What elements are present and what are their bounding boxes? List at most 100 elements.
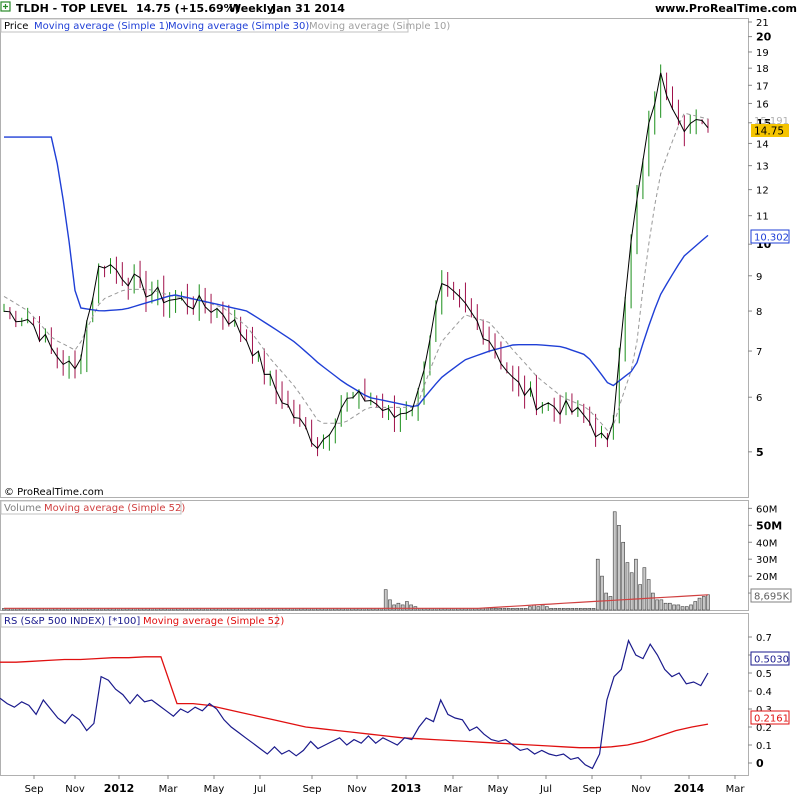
rs-legend: RS (S&P 500 INDEX) [*100] Moving average… — [0, 613, 284, 628]
price-tick-label: 17 — [756, 81, 769, 92]
volume-tick-label: 50M — [756, 519, 782, 532]
volume-bar — [549, 608, 553, 611]
x-tick-label: 2014 — [674, 782, 705, 795]
x-tick-label: Sep — [303, 784, 322, 795]
rs-tick-label: 0.4 — [756, 687, 772, 698]
volume-bar — [528, 606, 532, 611]
volume-bars — [2, 511, 710, 611]
volume-bar — [668, 602, 672, 611]
price-badge: 14.75 — [751, 124, 789, 138]
x-tick-label: Mar — [159, 784, 179, 795]
price-tick-label: 8 — [756, 307, 762, 318]
ma10-badge: 15.191 — [754, 116, 789, 127]
volume-bar — [608, 596, 613, 611]
price-tick-label: 9 — [756, 272, 762, 283]
volume-bar — [515, 608, 519, 611]
volume-tick-label: 40M — [756, 538, 777, 549]
x-tick-label: May — [204, 784, 225, 795]
volume-bar — [638, 584, 642, 611]
volume-bar — [545, 606, 549, 611]
volume-bar — [383, 589, 388, 611]
volume-bar — [540, 604, 545, 611]
volume-bar — [489, 608, 494, 611]
volume-bar — [621, 541, 625, 611]
ma30-badge-bg — [750, 229, 790, 244]
volume-bar — [617, 525, 621, 611]
volume-tick-label: 60M — [756, 504, 777, 515]
price-tick-label: 7 — [756, 347, 762, 358]
legend-ma30: Moving average (Simple 30) — [168, 21, 309, 32]
rs-tick-label: 0.5 — [756, 669, 772, 680]
x-tick-label: Sep — [25, 784, 44, 795]
volume-bar — [634, 558, 638, 611]
volume-bar — [684, 606, 689, 611]
volume-bar — [625, 562, 630, 611]
copyright: © ProRealTime.com — [4, 487, 104, 498]
volume-bar — [578, 608, 583, 611]
rs-tick-label: 0.7 — [756, 633, 772, 644]
volume-bar — [409, 604, 413, 611]
x-tick-label: May — [488, 784, 509, 795]
volume-bar — [612, 511, 617, 611]
rs-badge-value: 0.5030 — [754, 655, 789, 666]
ma30-badge: 10.302 — [750, 229, 790, 244]
volume-panel-frame — [0, 500, 749, 611]
rs-ma-badge-bg — [750, 710, 790, 725]
price-tick-label: 21 — [756, 18, 769, 29]
volume-bar — [502, 608, 507, 611]
ma30-badge-value: 10.302 — [754, 233, 789, 244]
x-tick-label: Nov — [631, 784, 651, 795]
volume-bar — [570, 608, 575, 611]
volume-bar — [511, 608, 515, 611]
x-tick-label: Mar — [726, 784, 746, 795]
legend-rs-ma: Moving average (Simple 52) — [143, 616, 284, 627]
volume-bar — [536, 606, 541, 611]
volume-badge-value: 8,695K — [754, 592, 790, 603]
legend-price: Price — [4, 21, 28, 32]
volume-bar — [659, 599, 664, 611]
rs-ma-badge: 0.2161 — [750, 710, 790, 725]
ma30-line — [4, 136, 709, 408]
legend-volume: Volume — [4, 503, 41, 514]
volume-bar — [680, 606, 685, 611]
volume-ma-line — [4, 594, 709, 609]
volume-bar — [392, 604, 396, 611]
volume-legend: Volume Moving average (Simple 52) — [0, 500, 185, 515]
volume-badge-bg — [750, 588, 792, 603]
rs-panel-frame — [0, 613, 749, 776]
rs-tick-label: 0.1 — [756, 741, 772, 752]
x-tick-label: Nov — [347, 784, 367, 795]
volume-bar — [405, 601, 409, 611]
price-badge-bg — [751, 124, 789, 137]
price-tick-label: 13 — [756, 162, 769, 173]
rs-ma-badge-value: 0.2161 — [754, 714, 789, 725]
symbol-title: TLDH - TOP LEVEL — [16, 2, 127, 15]
volume-tick-label: 20M — [756, 572, 777, 583]
volume-bar — [532, 604, 536, 611]
volume-bar — [604, 592, 609, 611]
legend-volume-ma: Moving average (Simple 52) — [44, 503, 185, 514]
volume-bar — [676, 604, 681, 611]
volume-bar — [655, 599, 659, 611]
volume-bar — [591, 608, 596, 611]
volume-bar — [388, 599, 392, 611]
rs-legend-box — [0, 613, 278, 628]
volume-bar — [557, 608, 562, 611]
x-axis: Sep Nov 2012 Mar May Jul Sep Nov 2013 Mar May Jul Se… — [25, 775, 746, 795]
volume-legend-box — [0, 500, 182, 515]
price-change: 14.75 (+15.69%) — [136, 2, 240, 15]
volume-bar — [519, 608, 524, 611]
price-tick-label: 6 — [756, 393, 762, 404]
price-tick-label: 18 — [756, 64, 769, 75]
volume-bar — [400, 604, 405, 611]
site-label: www.ProRealTime.com — [655, 2, 797, 15]
volume-bar — [706, 594, 710, 611]
ma1-line — [3, 72, 709, 450]
rs-tick-label: 0.2 — [756, 723, 772, 734]
volume-bar — [701, 596, 706, 611]
rs-line — [0, 638, 709, 770]
rs-tick-label: 0 — [756, 757, 764, 770]
volume-bar — [562, 608, 566, 611]
header: TLDH - TOP LEVEL 14.75 (+15.69%) Weekly … — [0, 1, 797, 15]
